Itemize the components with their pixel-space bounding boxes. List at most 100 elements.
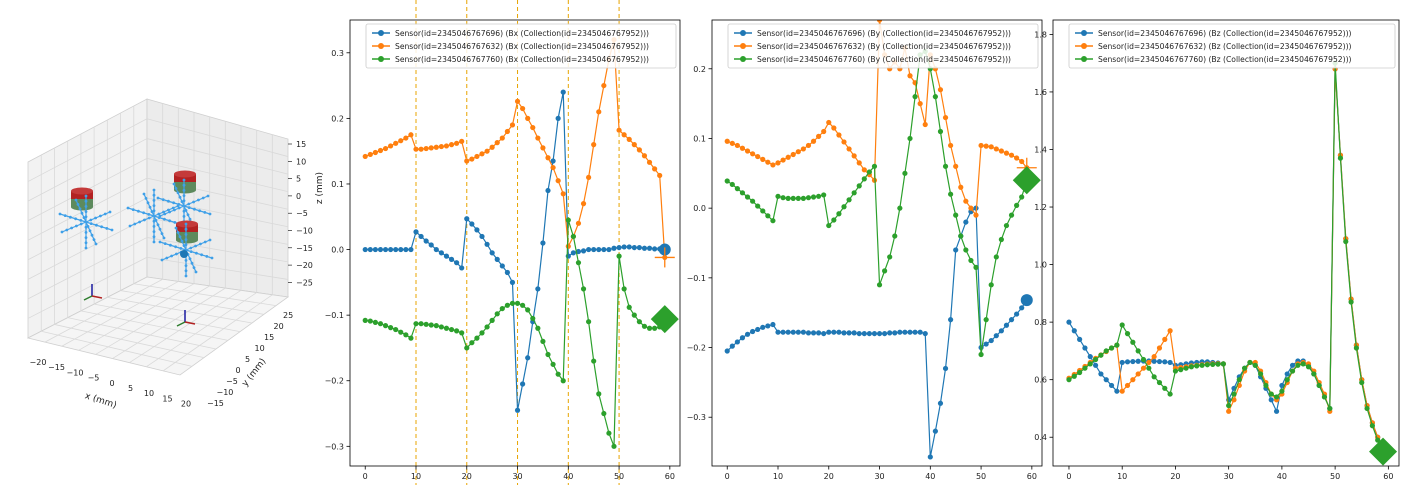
- magnet-top: [71, 187, 93, 195]
- data-point-orange: [540, 145, 546, 151]
- sensor-point: [170, 254, 174, 258]
- data-point-orange: [657, 172, 663, 179]
- y-tick-label: 0.1: [693, 134, 706, 143]
- data-point-green: [963, 247, 969, 253]
- data-point-blue: [560, 89, 566, 95]
- data-point-green: [499, 305, 505, 312]
- sensor-point: [65, 228, 69, 232]
- sensor-point: [63, 214, 67, 218]
- sensor-point: [84, 205, 88, 208]
- data-point-green: [1183, 365, 1189, 371]
- data-point-orange: [1140, 365, 1147, 371]
- data-point-orange: [755, 153, 761, 160]
- data-point-blue: [636, 244, 642, 251]
- data-point-blue: [800, 329, 806, 335]
- magnet-body-north: [176, 224, 198, 232]
- legend-entry: Sensor(id=2345046767632) (By (Collection…: [734, 42, 1011, 51]
- sensor-point: [182, 194, 186, 198]
- data-point-green: [489, 317, 495, 323]
- data-point-green: [1263, 382, 1269, 389]
- sensor-point: [184, 227, 188, 231]
- data-point-blue: [810, 330, 817, 336]
- data-point-green: [596, 391, 602, 397]
- data-point-green: [861, 176, 867, 182]
- sensor-point: [84, 210, 88, 214]
- data-point-blue: [826, 329, 832, 335]
- legend-entry: Sensor(id=2345046767632) (Bx (Collection…: [372, 42, 649, 51]
- triad-y-arrow: [176, 321, 186, 327]
- data-point-blue: [1098, 371, 1104, 377]
- data-point-orange: [535, 135, 541, 141]
- sensor-point: [78, 207, 82, 211]
- data-point-orange: [724, 138, 730, 144]
- sensor-point: [152, 219, 156, 223]
- data-point-orange: [770, 162, 776, 168]
- x-tick-label: 10: [773, 472, 783, 481]
- grid-line: [146, 138, 289, 175]
- data-point-green: [580, 286, 587, 292]
- data-point-orange: [575, 220, 582, 226]
- data-point-blue: [1162, 359, 1168, 365]
- sensor-point: [184, 269, 188, 273]
- data-point-blue: [1082, 345, 1088, 351]
- data-point-green: [953, 212, 959, 218]
- data-point-blue: [489, 250, 495, 256]
- data-point-blue: [418, 233, 424, 240]
- sensor-point: [76, 203, 80, 206]
- data-point-blue: [780, 329, 786, 335]
- data-point-orange: [907, 73, 913, 79]
- data-point-blue: [1019, 305, 1025, 311]
- x-tick-label: 40: [925, 472, 935, 481]
- data-point-green: [377, 321, 384, 327]
- data-point-blue: [413, 229, 419, 235]
- data-point-blue: [948, 317, 954, 323]
- data-point-green: [372, 319, 378, 325]
- sensor-point: [160, 258, 164, 262]
- data-point-blue: [775, 329, 781, 335]
- data-point-blue: [734, 339, 740, 345]
- x-tick-label: 30: [1224, 472, 1234, 481]
- data-point-green: [1135, 348, 1141, 354]
- x-tick-label-3d: 5: [128, 384, 133, 393]
- data-point-orange: [646, 159, 653, 165]
- data-point-orange: [836, 132, 842, 138]
- data-point-green: [494, 311, 500, 317]
- data-point-blue: [423, 238, 429, 244]
- data-point-orange: [1014, 155, 1020, 161]
- sensor-point: [195, 251, 198, 255]
- data-point-orange: [586, 174, 592, 181]
- legend-swatch-marker: [1081, 56, 1087, 62]
- grid-line: [146, 197, 289, 228]
- legend-swatch-marker: [378, 43, 384, 49]
- bx-chart-frame: [349, 19, 681, 467]
- data-point-orange: [750, 151, 756, 157]
- x-tick-label: 20: [1170, 472, 1180, 481]
- y-tick-label: 0.8: [1034, 318, 1047, 327]
- data-point-orange: [1008, 152, 1015, 158]
- data-point-orange: [448, 142, 455, 148]
- data-point-orange: [744, 148, 751, 154]
- x-tick-label-3d: 20: [181, 400, 191, 409]
- y-tick-label-3d: −15: [207, 399, 224, 408]
- data-point-blue: [362, 246, 368, 253]
- data-point-orange: [499, 135, 505, 141]
- sensor-point: [142, 192, 146, 196]
- data-point-orange: [428, 145, 434, 151]
- sensor-path-group-2: [126, 188, 182, 244]
- magnet-body-north: [174, 174, 196, 182]
- data-point-orange: [408, 132, 414, 138]
- legend-entry: Sensor(id=2345046767760) (Bx (Collection…: [372, 55, 649, 64]
- data-point-blue: [927, 454, 933, 460]
- sensor-point: [152, 240, 156, 244]
- data-point-blue: [1008, 317, 1015, 323]
- y-tick-label-3d: −5: [226, 377, 238, 386]
- sensor-point: [193, 207, 196, 211]
- data-point-green: [907, 135, 913, 142]
- sensor-point: [189, 246, 193, 250]
- data-point-orange: [948, 142, 954, 149]
- data-point-blue: [1108, 382, 1115, 389]
- data-point-orange: [545, 155, 551, 161]
- bx-chart-legend: Sensor(id=2345046767696) (Bx (Collection…: [365, 23, 677, 69]
- data-point-green: [1273, 394, 1280, 400]
